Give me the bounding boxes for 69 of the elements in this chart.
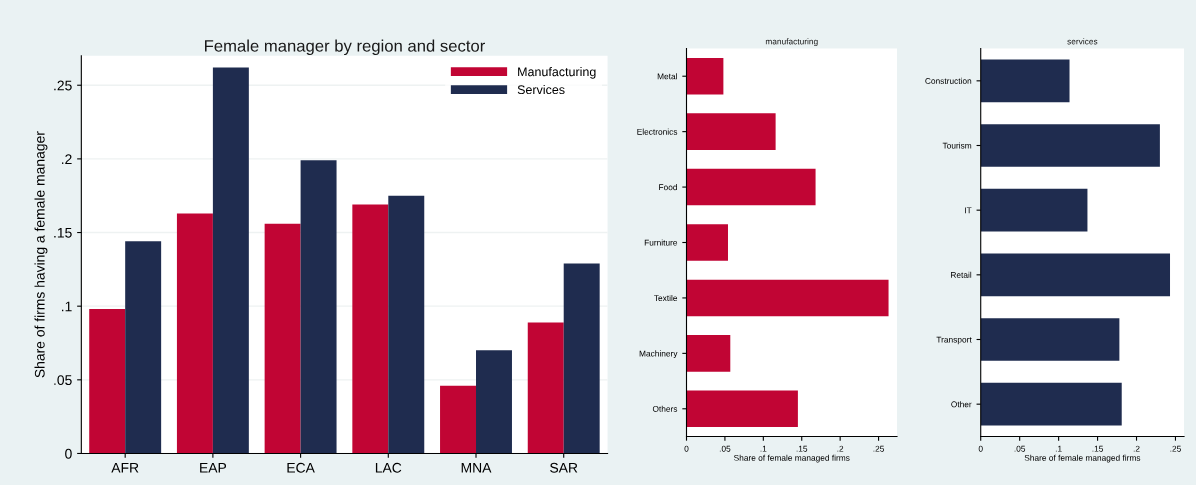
y-tick-label: Food xyxy=(659,184,677,191)
bar xyxy=(980,59,1070,103)
bar xyxy=(264,223,301,454)
x-tick-label: AFR xyxy=(111,463,139,473)
x-axis-title: Share of female managed firms xyxy=(734,454,850,463)
bar xyxy=(980,188,1088,232)
bar xyxy=(686,390,798,428)
x-tick-label: .15 xyxy=(1092,445,1104,452)
y-tick-label: .1 xyxy=(61,301,72,312)
bar xyxy=(686,279,889,317)
y-tick-label: IT xyxy=(965,207,972,214)
legend-label: Services xyxy=(517,84,565,95)
bar xyxy=(125,241,162,454)
bar xyxy=(176,213,213,454)
bar xyxy=(476,350,512,454)
bar xyxy=(686,57,724,95)
y-tick-label: Textile xyxy=(654,294,678,302)
x-tick-label: .1 xyxy=(760,445,767,452)
y-tick-label: .2 xyxy=(61,154,72,164)
bar xyxy=(980,318,1120,361)
x-tick-label: MNA xyxy=(461,463,492,473)
y-tick-label: Furniture xyxy=(644,239,678,246)
bar xyxy=(686,168,816,206)
y-axis-title: Share of firms having a female manager xyxy=(34,131,48,378)
bar xyxy=(352,204,389,454)
chart-title: Female manager by region and sector xyxy=(205,39,485,56)
bar xyxy=(686,113,776,150)
bar xyxy=(212,67,249,454)
bar xyxy=(440,385,477,454)
x-tick-label: ECA xyxy=(287,462,315,473)
y-tick-label: Tourism xyxy=(942,142,972,149)
x-axis-title: Share of female managed firms xyxy=(1024,454,1141,463)
x-tick-label: 0 xyxy=(978,445,983,452)
y-tick-label: .25 xyxy=(54,80,72,91)
x-tick-label: 0 xyxy=(684,445,689,452)
x-tick-label: .1 xyxy=(1055,445,1062,452)
bar xyxy=(89,309,126,454)
chart-title: manufacturing xyxy=(765,38,818,47)
y-tick-label: Machinery xyxy=(639,350,678,359)
y-tick-label: .05 xyxy=(54,375,72,385)
y-tick-label: Others xyxy=(652,405,678,412)
x-tick-label: .2 xyxy=(837,445,844,452)
x-tick-label: .25 xyxy=(873,445,885,452)
bar xyxy=(388,195,425,454)
x-tick-label: .05 xyxy=(719,445,731,452)
x-tick-label: SAR xyxy=(550,462,578,473)
x-tick-label: EAP xyxy=(200,463,227,473)
y-tick-label: Construction xyxy=(925,77,972,84)
bar xyxy=(980,382,1122,426)
bar xyxy=(527,322,564,454)
bar xyxy=(686,224,728,261)
x-tick-label: LAC xyxy=(375,462,402,473)
y-tick-label: .15 xyxy=(54,228,72,238)
legend-label: Manufacturing xyxy=(518,67,596,79)
y-tick-label: Other xyxy=(951,401,972,408)
bar xyxy=(686,335,731,372)
bar xyxy=(300,160,337,454)
x-tick-label: .25 xyxy=(1170,445,1181,452)
chart-title: services xyxy=(1067,38,1098,45)
y-tick-label: Transport xyxy=(936,336,972,345)
y-tick-label: Retail xyxy=(951,271,972,278)
bar xyxy=(980,253,1171,297)
y-tick-label: Electronics xyxy=(637,128,678,135)
x-tick-label: .05 xyxy=(1014,445,1026,452)
bar xyxy=(563,263,600,454)
x-tick-label: .15 xyxy=(796,445,808,452)
bar xyxy=(980,124,1160,167)
y-tick-label: Metal xyxy=(657,73,677,80)
x-tick-label: .2 xyxy=(1133,445,1140,452)
